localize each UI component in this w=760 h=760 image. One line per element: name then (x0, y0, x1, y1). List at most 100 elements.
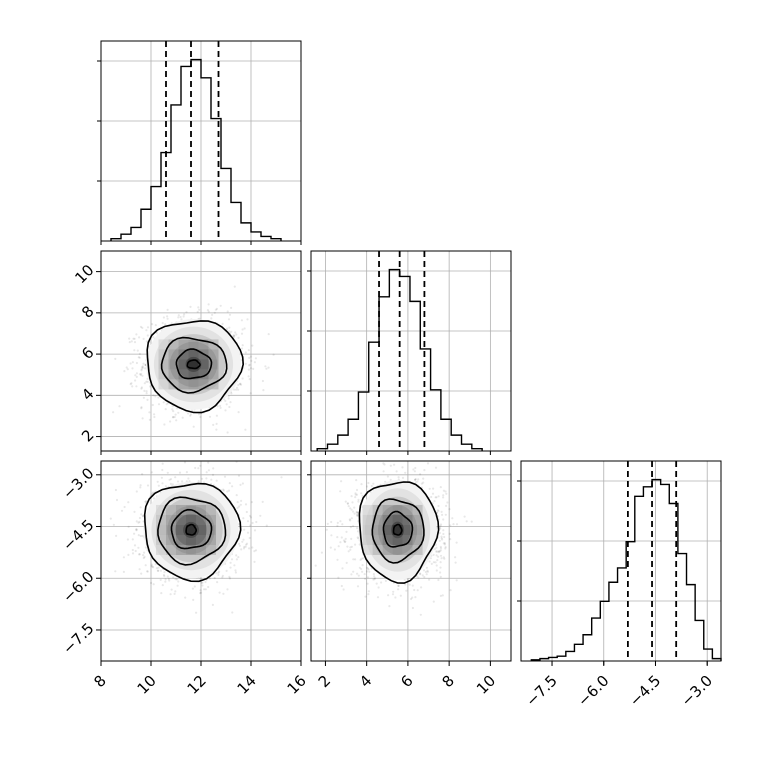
scatter-point (240, 347, 244, 350)
scatter-point (199, 592, 202, 595)
scatter-point (215, 307, 218, 310)
scatter-point (272, 353, 275, 356)
scatter-point (215, 479, 218, 482)
hist-frame-2 (520, 460, 722, 662)
scatter-point (264, 365, 267, 368)
scatter-point (183, 313, 186, 316)
scatter-point (135, 333, 138, 336)
scatter-point (391, 593, 395, 596)
scatter-point (244, 362, 247, 365)
scatter-point (169, 420, 172, 423)
density-cell (196, 534, 206, 545)
scatter-point (426, 570, 429, 573)
scatter-point (444, 546, 447, 549)
scatter-point (169, 478, 173, 481)
scatter-point (435, 496, 438, 499)
scatter-point (137, 546, 140, 549)
scatter-point (145, 380, 148, 383)
scatter-point (395, 470, 398, 473)
scatter-point (201, 581, 204, 584)
density-cell (158, 379, 169, 390)
scatter-point (347, 550, 350, 553)
scatter-point (330, 520, 333, 524)
density-cell (196, 544, 206, 555)
scatter-point (200, 477, 204, 480)
scatter-point (405, 589, 408, 592)
scatter-point (373, 575, 376, 578)
scatter-point (218, 570, 221, 573)
scatter-point (177, 314, 180, 317)
scatter-point (246, 520, 250, 523)
scatter-point (177, 580, 180, 583)
scatter-point (234, 331, 237, 334)
scatter-point (236, 501, 239, 504)
contour-level-1 (175, 348, 213, 380)
scatter-point (342, 539, 346, 542)
scatter-point (122, 556, 125, 559)
scatter-point (160, 476, 163, 479)
scatter-point (146, 334, 149, 337)
scatter-point (261, 379, 264, 383)
scatter-point (115, 534, 118, 538)
scatter-point (238, 505, 241, 508)
scatter-point (243, 528, 246, 531)
density-cell (362, 514, 373, 525)
scatter-point (240, 319, 243, 322)
scatter-point (140, 406, 143, 409)
scatter-point (383, 463, 386, 466)
scatter-point (189, 413, 192, 416)
density-cell (198, 359, 209, 370)
scatter-point (179, 315, 182, 319)
density-cell (168, 369, 179, 380)
scatter-point (157, 396, 160, 399)
scatter-point (422, 481, 425, 484)
scatter-point (360, 567, 363, 571)
scatter-point (138, 516, 141, 520)
scatter-point (169, 482, 172, 485)
scatter-point (210, 478, 213, 481)
scatter-point (399, 594, 402, 597)
scatter-point (127, 525, 130, 528)
scatter-point (143, 555, 146, 559)
scatter-point (259, 514, 262, 517)
scatter-point (411, 584, 414, 587)
scatter-point (356, 514, 359, 517)
contour-level-0 (185, 523, 197, 536)
scatter-point (439, 594, 442, 598)
scatter-point (244, 545, 247, 548)
scatter-point (160, 592, 163, 595)
scatter-point (433, 548, 436, 551)
scatter-point (429, 557, 432, 560)
scatter-point (128, 337, 131, 340)
scatter-point (204, 588, 207, 591)
scatter-point (242, 517, 245, 520)
scatter-point (245, 510, 248, 514)
scatter-point (325, 528, 328, 531)
scatter-point (394, 596, 397, 599)
scatter-point (238, 542, 241, 546)
scatter-point (198, 317, 201, 320)
scatter-point (237, 411, 240, 414)
scatter-point (142, 362, 145, 365)
scatter-point (142, 396, 145, 399)
scatter-point (434, 543, 438, 546)
scatter-point (242, 538, 245, 541)
scatter-point (241, 344, 244, 347)
scatter-point (139, 373, 142, 377)
scatter-point (174, 413, 177, 416)
scatter-point (356, 585, 360, 588)
hist-panel-0 (97, 40, 302, 245)
scatter-point (443, 557, 446, 560)
scatter-point (366, 576, 369, 579)
scatter-point (419, 613, 422, 616)
scatter-point (430, 495, 433, 499)
scatter-point (377, 586, 380, 589)
scatter-point (442, 518, 445, 521)
scatter-point (389, 478, 392, 481)
scatter-point (152, 583, 155, 586)
scatter-point (247, 368, 250, 371)
scatter-point (235, 558, 238, 561)
scatter-point (223, 475, 227, 478)
scatter-point (444, 547, 447, 550)
scatter-point (152, 336, 155, 339)
